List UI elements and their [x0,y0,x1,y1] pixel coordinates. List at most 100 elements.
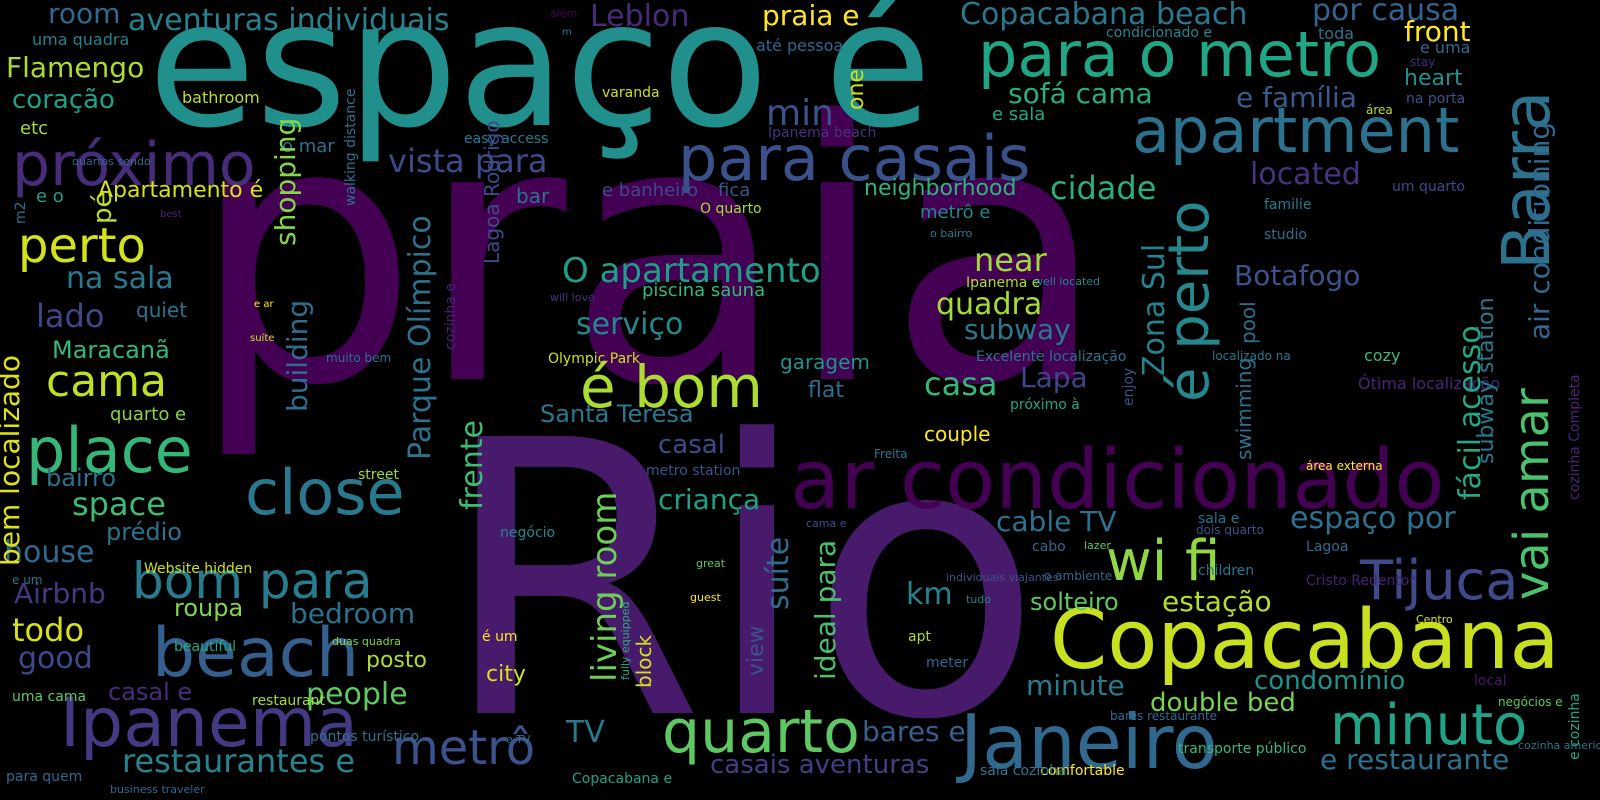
word: shopping [269,117,302,246]
word: studio [1264,227,1307,243]
word: bathroom [182,88,260,107]
word: suíte [761,536,796,610]
word: coração [12,85,115,115]
word: ar condicionado [790,433,1445,528]
word: Tijuca [1360,549,1519,612]
word: familie [1264,197,1312,213]
word: lado [36,297,105,335]
word: next [1468,345,1470,350]
word: m [562,27,572,38]
word: easy access [464,131,549,147]
word: bares restaurante [1110,709,1218,723]
word: e o [36,186,64,207]
word: praia e [762,0,860,32]
word: cidade [1050,169,1157,207]
word: bem localizado [0,355,26,566]
word: Excelente localização [976,349,1127,365]
word: Flamengo [6,51,145,84]
word: uma quadra [32,30,130,49]
word: quiet [136,298,188,322]
word: bairro [46,464,117,492]
word: e TV [506,733,531,746]
word: ideal para [809,539,842,680]
word: walking distance [343,88,359,206]
word: espaço é [148,0,932,167]
word: sala e [1198,511,1240,527]
word: subway station [1474,297,1499,464]
word: cozy [1364,346,1401,365]
word: casa [924,365,998,403]
word: space [72,485,166,523]
word: casal [658,430,725,460]
word: beach [152,614,360,693]
word: criança [658,483,761,516]
word: é um [482,629,518,645]
word: e família [1236,81,1357,114]
word: cable TV [996,505,1117,538]
word: quartos sendo [72,155,151,168]
word: pé [88,191,118,225]
word: enjoy [1121,367,1137,406]
word: restaurantes e [122,742,356,780]
word: Olympic Park [548,351,641,367]
word: localizado na [1212,349,1291,363]
word: área [1366,103,1393,117]
word: km [906,577,953,612]
word: muito bem [326,351,392,365]
word: Rio [440,360,1043,800]
word: praia [190,45,1108,464]
word: Maracanã [52,336,170,364]
word: sofá cama [1008,77,1153,110]
word: bom para [132,552,373,610]
word: TV [566,715,605,750]
word: subway [964,313,1071,346]
word: wi fi [1106,529,1221,594]
word: varanda [602,85,660,101]
word: restaurant [252,693,325,709]
word: espaço por [1290,501,1456,536]
word: m2 [13,201,29,224]
word: e sala [992,104,1046,125]
word: e restaurante [1320,743,1510,776]
word: Freita [874,447,908,461]
word: O apartamento [562,251,821,291]
word: aventuras individuais [128,3,450,38]
word: swimming [1232,357,1256,460]
word: O quarto [700,201,762,217]
word: comfortable [1040,763,1125,779]
word: bar [516,184,550,208]
word: cozinha Completa [1567,374,1583,500]
word: Botafogo [1234,259,1361,292]
word: casais aventuras [710,750,930,780]
word: block [632,634,656,688]
word: duas quadra [332,635,401,648]
word: children [1198,563,1255,579]
word: o ambiente [1044,569,1113,583]
word: toda [1318,24,1355,43]
word: fica [718,180,751,201]
word: close [245,456,405,529]
word: serviço [576,307,684,342]
word: próximo à [1010,397,1080,413]
word: condomínio [1254,666,1406,696]
word: guest [690,591,721,604]
word: bedroom [290,597,416,630]
word: e ar [254,299,274,310]
word: e banheiro [602,180,699,201]
word: Leblon [590,0,690,34]
word: cabo [1032,539,1066,555]
word: stay [1410,55,1436,69]
word: quarto [662,697,860,767]
word: double bed [1150,688,1296,718]
word: front [1404,15,1471,48]
word: e cozinha [1567,693,1583,760]
word: Centro [1416,613,1453,626]
word: minute [1026,669,1125,702]
word: street [358,467,399,483]
word: people [306,677,408,712]
word: place [26,414,193,487]
word: Cristo Redentor [1306,573,1416,589]
word: solteiro [1030,588,1119,616]
word: metrô e [920,202,991,223]
word: Copacabana [1050,593,1560,688]
